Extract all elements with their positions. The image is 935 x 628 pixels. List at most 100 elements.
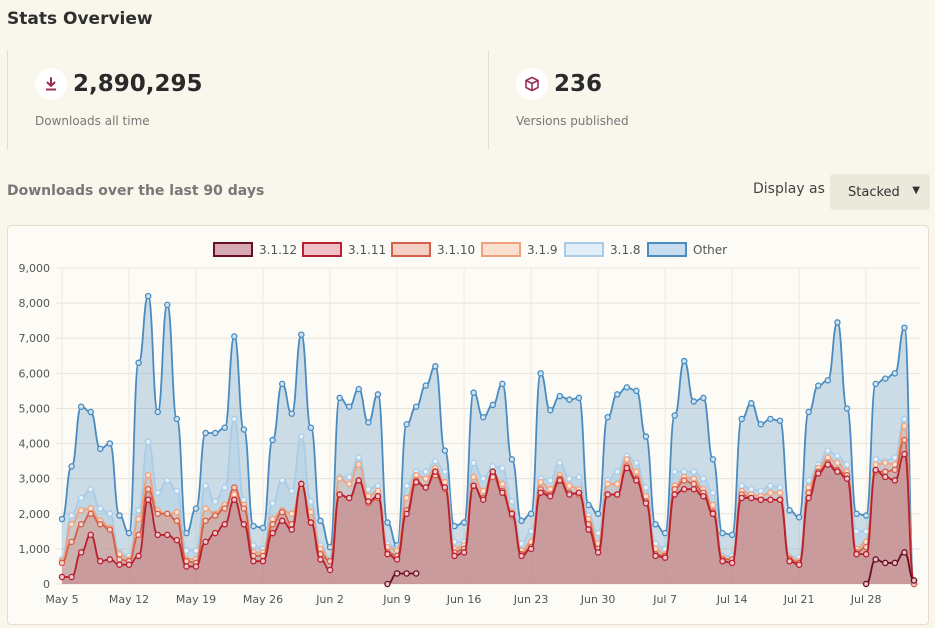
data-point xyxy=(68,538,75,546)
data-point xyxy=(183,563,190,570)
data-point xyxy=(403,494,410,502)
data-point xyxy=(77,521,85,528)
page-title: Stats Overview xyxy=(7,9,153,29)
data-point xyxy=(365,498,372,505)
x-tick-label: Jul 7 xyxy=(652,593,677,606)
data-point xyxy=(68,463,75,470)
data-point xyxy=(125,529,133,537)
data-point xyxy=(68,521,75,528)
data-point xyxy=(154,489,161,496)
data-point xyxy=(173,508,181,516)
data-point xyxy=(700,394,707,402)
data-point xyxy=(183,529,190,537)
data-point xyxy=(202,429,209,437)
data-point xyxy=(834,452,841,460)
data-point xyxy=(518,552,525,560)
data-point xyxy=(441,468,449,475)
legend-label: 3.1.9 xyxy=(527,243,558,257)
legend-item-3-1-8[interactable]: 3.1.8 xyxy=(564,242,641,257)
display-mode-value: Stacked xyxy=(848,184,900,200)
data-point xyxy=(365,419,372,426)
data-point xyxy=(546,406,554,414)
data-point xyxy=(135,507,142,514)
data-point xyxy=(719,557,726,565)
data-point xyxy=(776,417,784,424)
data-point xyxy=(661,554,669,561)
data-point xyxy=(231,333,238,340)
data-point xyxy=(259,524,267,532)
x-tick-label: May 12 xyxy=(109,593,149,606)
data-point xyxy=(403,570,410,577)
y-tick-label: 0 xyxy=(43,578,50,591)
y-tick-label: 3,000 xyxy=(19,473,51,486)
legend-item-3-1-10[interactable]: 3.1.10 xyxy=(391,242,475,257)
data-point xyxy=(135,359,142,367)
data-point xyxy=(671,485,678,493)
data-point xyxy=(451,552,458,560)
data-point xyxy=(537,370,544,377)
data-point xyxy=(566,491,573,498)
data-point xyxy=(269,499,276,507)
data-point xyxy=(307,424,315,432)
data-point xyxy=(135,515,142,523)
data-point xyxy=(403,482,410,489)
data-point xyxy=(164,301,171,309)
data-point xyxy=(623,456,631,463)
series-area-other xyxy=(62,296,914,584)
data-point xyxy=(451,522,458,530)
data-point xyxy=(479,413,487,421)
data-point xyxy=(460,519,468,526)
data-point xyxy=(901,436,908,444)
data-point xyxy=(384,550,391,558)
data-point xyxy=(479,487,487,495)
data-point xyxy=(97,445,104,453)
data-point xyxy=(633,477,640,484)
downloads-label: Downloads all time xyxy=(35,114,150,128)
data-point xyxy=(288,410,296,417)
data-point xyxy=(336,491,343,498)
display-mode-select[interactable]: Stacked ▼ xyxy=(830,174,930,210)
data-point xyxy=(527,528,535,535)
data-point xyxy=(164,477,171,484)
legend-item-3-1-9[interactable]: 3.1.9 xyxy=(481,242,558,257)
data-point xyxy=(757,420,765,428)
data-point xyxy=(824,377,832,384)
data-point xyxy=(278,508,286,516)
data-point xyxy=(154,510,161,518)
legend-label: 3.1.10 xyxy=(437,243,475,257)
data-point xyxy=(384,580,391,588)
data-point xyxy=(585,526,592,533)
data-point xyxy=(795,561,803,568)
data-point xyxy=(345,473,353,481)
data-point xyxy=(307,508,315,516)
data-point xyxy=(882,468,889,475)
data-point xyxy=(345,494,353,502)
data-point xyxy=(613,480,621,488)
data-point xyxy=(546,492,554,500)
data-point xyxy=(116,561,123,568)
data-point xyxy=(508,510,516,518)
data-point xyxy=(709,501,717,509)
chart-section-title: Downloads over the last 90 days xyxy=(7,183,265,199)
y-tick-label: 8,000 xyxy=(19,297,51,310)
legend-swatch xyxy=(564,242,604,257)
legend-item-other[interactable]: Other xyxy=(647,242,727,257)
data-point xyxy=(374,391,382,398)
data-point xyxy=(776,489,784,496)
series-line-3-1-12 xyxy=(387,572,417,585)
data-point xyxy=(97,505,104,512)
legend-item-3-1-12[interactable]: 3.1.12 xyxy=(213,242,297,257)
data-point xyxy=(422,475,430,482)
data-point xyxy=(393,556,401,563)
data-point xyxy=(460,549,468,556)
data-point xyxy=(872,380,879,388)
data-point xyxy=(872,466,879,474)
data-point xyxy=(97,521,104,528)
x-tick-label: May 26 xyxy=(243,593,283,606)
data-point xyxy=(786,507,793,514)
data-point xyxy=(97,557,104,565)
data-point xyxy=(269,515,276,523)
legend-item-3-1-11[interactable]: 3.1.11 xyxy=(302,242,386,257)
data-point xyxy=(269,529,276,537)
data-point xyxy=(68,573,75,581)
